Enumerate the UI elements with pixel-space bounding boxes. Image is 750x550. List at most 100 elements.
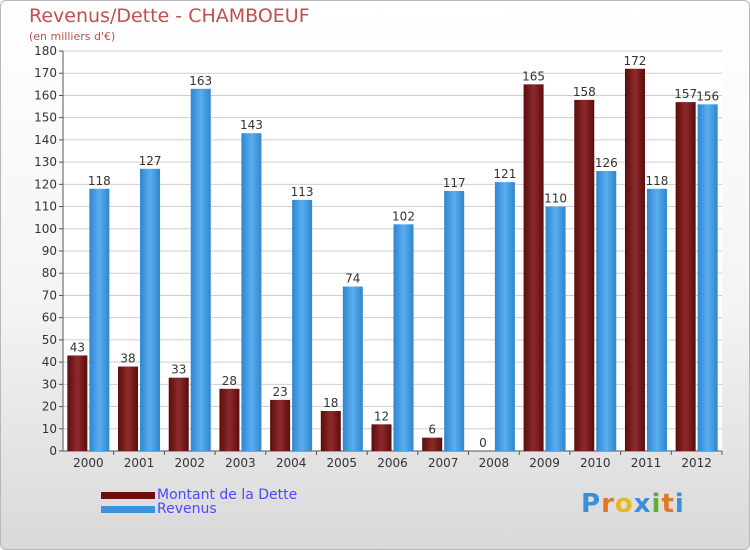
axis-layer: 0102030405060708090100110120130140150160… xyxy=(34,44,723,470)
data-label-revenus: 163 xyxy=(189,74,212,88)
bar-dette xyxy=(67,355,88,451)
data-label-revenus: 74 xyxy=(345,272,360,286)
data-label-revenus: 113 xyxy=(291,185,314,199)
bar-revenus xyxy=(646,188,667,451)
y-tick-label: 180 xyxy=(34,44,57,58)
bar-dette xyxy=(422,437,443,451)
bar-revenus xyxy=(444,191,465,451)
y-tick-label: 70 xyxy=(42,288,57,302)
x-tick-label: 2003 xyxy=(225,456,256,470)
x-tick-label: 2007 xyxy=(428,456,459,470)
data-label-revenus: 118 xyxy=(646,174,669,188)
y-tick-label: 130 xyxy=(34,155,57,169)
y-tick-label: 140 xyxy=(34,133,57,147)
chart-subtitle: (en milliers d'€) xyxy=(29,30,116,43)
x-tick-label: 2012 xyxy=(681,456,712,470)
y-tick-label: 0 xyxy=(49,444,57,458)
bar-revenus xyxy=(140,168,161,451)
y-tick-label: 30 xyxy=(42,377,57,391)
data-label-dette: 43 xyxy=(70,340,85,354)
x-tick-label: 2005 xyxy=(327,456,358,470)
logo-letter: i xyxy=(674,489,685,519)
logo-letter: r xyxy=(601,489,615,519)
y-tick-label: 110 xyxy=(34,200,57,214)
legend-label-revenus: Revenus xyxy=(157,501,217,517)
y-tick-label: 10 xyxy=(42,422,57,436)
bar-revenus xyxy=(241,133,262,451)
logo-letter: i xyxy=(651,489,662,519)
data-label-dette: 38 xyxy=(120,352,135,366)
proxiti-logo: Proxiti xyxy=(581,489,685,519)
bar-revenus xyxy=(494,182,515,451)
chart-title: Revenus/Dette - CHAMBOEUF xyxy=(29,5,310,27)
grid-layer xyxy=(63,50,722,452)
data-label-dette: 172 xyxy=(624,54,647,68)
bar-revenus xyxy=(393,224,414,451)
bar-revenus xyxy=(342,286,363,451)
logo-letter: t xyxy=(661,489,675,519)
data-label-revenus: 143 xyxy=(240,118,263,132)
x-tick-label: 2001 xyxy=(124,456,155,470)
data-label-dette: 12 xyxy=(374,409,389,423)
data-label-dette: 157 xyxy=(674,87,697,101)
bar-dette xyxy=(168,377,189,451)
data-label-revenus: 110 xyxy=(544,192,567,206)
x-tick-label: 2004 xyxy=(276,456,307,470)
x-tick-label: 2002 xyxy=(174,456,205,470)
data-label-dette: 165 xyxy=(522,69,545,83)
bar-dette xyxy=(219,388,240,451)
data-label-revenus: 117 xyxy=(443,176,466,190)
data-label-dette: 33 xyxy=(171,363,186,377)
y-tick-label: 90 xyxy=(42,244,57,258)
y-tick-label: 80 xyxy=(42,266,57,280)
y-tick-label: 120 xyxy=(34,177,57,191)
bar-revenus xyxy=(596,171,617,451)
data-label-dette: 158 xyxy=(573,85,596,99)
y-tick-label: 170 xyxy=(34,66,57,80)
y-tick-label: 100 xyxy=(34,222,57,236)
y-tick-label: 150 xyxy=(34,111,57,125)
data-label-revenus: 126 xyxy=(595,156,618,170)
x-tick-label: 2006 xyxy=(377,456,408,470)
legend-label-dette: Montant de la Dette xyxy=(157,487,298,503)
bar-layer xyxy=(67,68,718,452)
data-label-revenus: 127 xyxy=(139,154,162,168)
x-tick-label: 2010 xyxy=(580,456,611,470)
bar-dette xyxy=(624,68,645,452)
bar-dette xyxy=(523,84,544,451)
bar-dette xyxy=(118,366,139,451)
x-tick-label: 2009 xyxy=(529,456,560,470)
bar-revenus xyxy=(292,199,313,451)
bar-dette xyxy=(320,411,341,451)
bar-dette xyxy=(574,99,595,451)
data-label-dette: 23 xyxy=(272,385,287,399)
logo-letter: o xyxy=(614,489,634,519)
bar-revenus xyxy=(697,104,718,451)
x-tick-label: 2008 xyxy=(479,456,510,470)
data-label-revenus: 118 xyxy=(88,174,111,188)
bar-revenus xyxy=(190,88,211,452)
bar-dette xyxy=(675,102,696,451)
legend-swatch-dette xyxy=(101,492,155,499)
logo-letter: P xyxy=(581,489,602,519)
data-label-revenus: 156 xyxy=(696,89,719,103)
y-tick-label: 60 xyxy=(42,311,57,325)
y-tick-label: 160 xyxy=(34,88,57,102)
legend-swatch-revenus xyxy=(101,506,155,513)
logo-letter: x xyxy=(633,489,652,519)
y-tick-label: 20 xyxy=(42,400,57,414)
data-label-dette: 0 xyxy=(479,436,487,450)
x-tick-label: 2000 xyxy=(73,456,104,470)
data-label-dette: 18 xyxy=(323,396,338,410)
bar-revenus xyxy=(89,188,110,451)
y-tick-label: 40 xyxy=(42,355,57,369)
data-label-revenus: 102 xyxy=(392,209,415,223)
y-tick-label: 50 xyxy=(42,333,57,347)
bar-dette xyxy=(371,424,392,451)
label-layer: 43 118 38 127 33 163 28 143 23 113 18 74 12 102 6 117 0 1… xyxy=(70,54,719,450)
data-label-dette: 28 xyxy=(222,374,237,388)
bar-dette xyxy=(270,399,291,451)
data-label-dette: 6 xyxy=(428,423,436,437)
